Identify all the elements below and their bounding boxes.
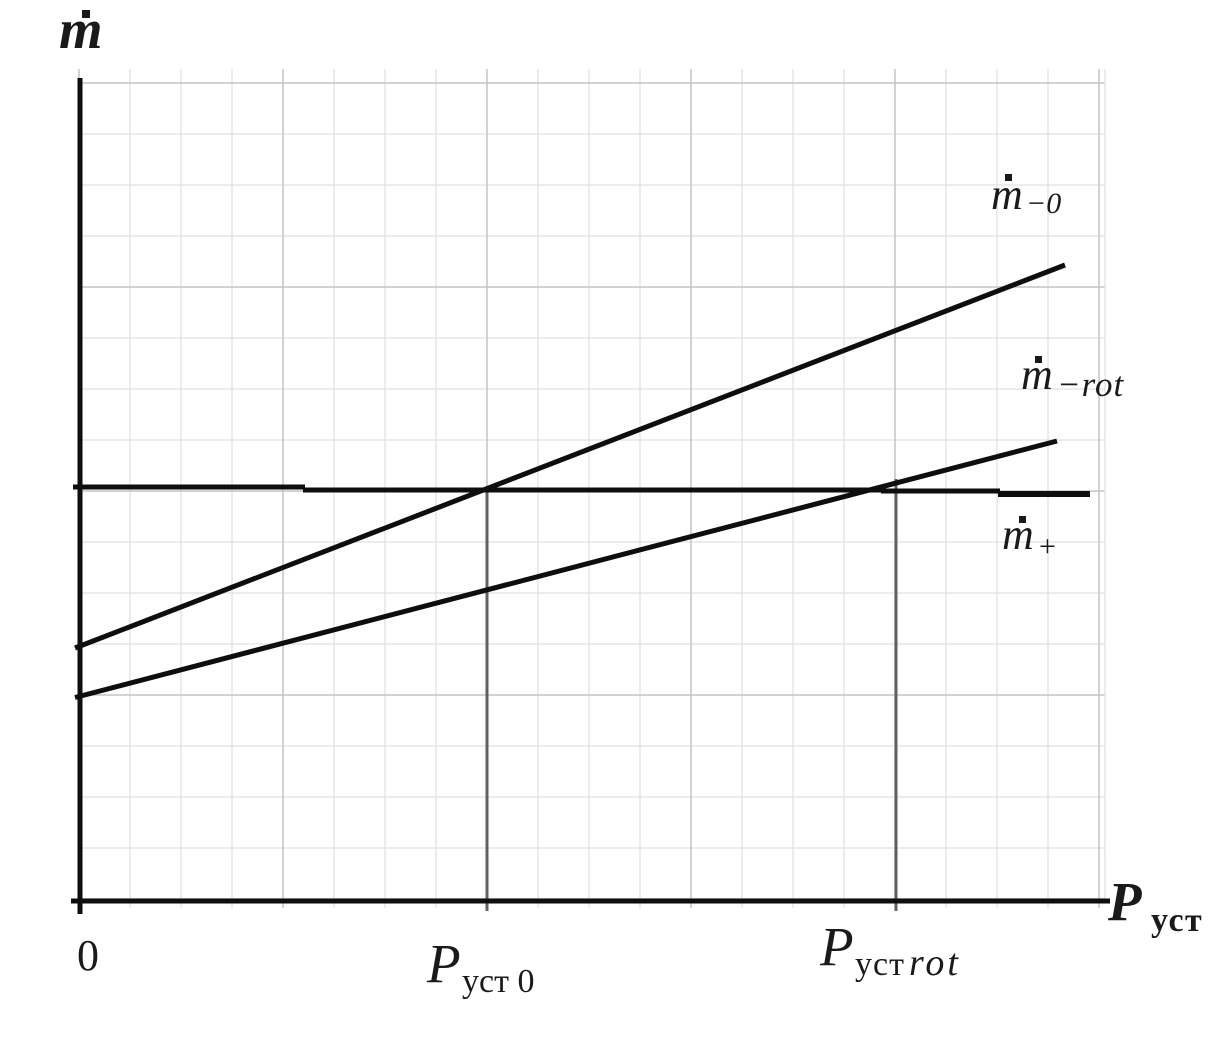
svg-text:P: P xyxy=(426,933,461,994)
svg-text:+: + xyxy=(1039,530,1056,563)
svg-text:0: 0 xyxy=(77,931,99,980)
svg-text:уст: уст xyxy=(1151,902,1203,939)
svg-text:m: m xyxy=(59,0,103,61)
svg-text:P: P xyxy=(819,916,854,977)
svg-text:уст 0: уст 0 xyxy=(462,963,534,1000)
svg-text:P: P xyxy=(1107,871,1142,932)
svg-text:уст: уст xyxy=(855,946,905,983)
svg-text:−rot: −rot xyxy=(1057,365,1124,404)
svg-text:−0: −0 xyxy=(1026,187,1061,220)
svg-text:rot: rot xyxy=(909,942,961,984)
svg-text:m: m xyxy=(1002,510,1034,559)
